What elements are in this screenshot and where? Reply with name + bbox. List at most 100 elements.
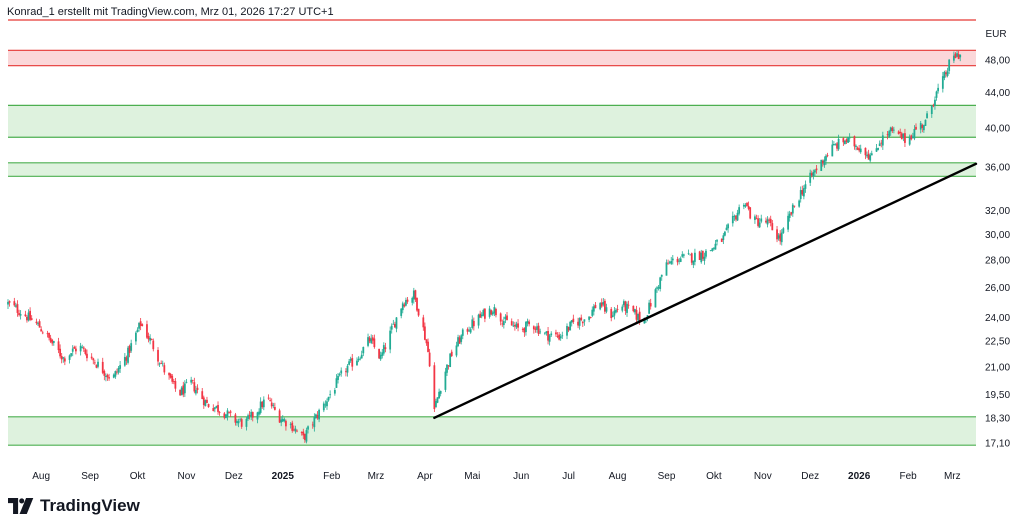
- candle: [368, 336, 371, 344]
- candle-body: [539, 331, 542, 333]
- candle: [444, 367, 447, 393]
- candle-body: [700, 252, 703, 263]
- y-tick-label: 26,00: [985, 283, 1010, 294]
- candle-body: [532, 326, 535, 330]
- tradingview-logo[interactable]: TradingView: [8, 496, 140, 516]
- candle: [101, 357, 104, 375]
- candle-body: [815, 168, 818, 171]
- candle-body: [136, 329, 139, 333]
- candle-body: [910, 135, 913, 140]
- candle-body: [414, 290, 417, 300]
- candle: [403, 302, 406, 308]
- candle-body: [831, 144, 834, 157]
- candle-body: [466, 329, 469, 332]
- candle-body: [477, 314, 480, 326]
- candle-body: [393, 323, 396, 328]
- candle: [307, 425, 309, 434]
- candle: [92, 357, 95, 365]
- candle: [515, 321, 518, 329]
- candle: [217, 401, 219, 415]
- candle-body: [436, 397, 439, 403]
- candle-body: [379, 354, 382, 360]
- candle-body: [483, 308, 486, 319]
- candle: [747, 201, 750, 211]
- candle: [536, 323, 538, 333]
- candle: [954, 52, 957, 59]
- candle: [545, 331, 548, 336]
- candle: [371, 334, 374, 345]
- candle: [624, 300, 627, 315]
- candle: [930, 105, 933, 118]
- candle: [869, 152, 872, 163]
- candle-body: [665, 262, 668, 276]
- candle-body: [490, 310, 493, 315]
- candle-body: [13, 301, 16, 306]
- candle-body: [251, 412, 254, 418]
- candle-body: [875, 148, 878, 152]
- candle: [180, 386, 183, 396]
- candle: [934, 96, 936, 110]
- candle-body: [229, 411, 232, 413]
- candle-body: [682, 254, 685, 256]
- candle-body: [782, 228, 785, 233]
- candle-body: [671, 258, 674, 261]
- candle-body: [904, 133, 906, 143]
- candle: [746, 202, 748, 207]
- candle-body: [886, 134, 889, 136]
- candle: [727, 223, 729, 233]
- candle: [423, 322, 426, 341]
- candle: [19, 310, 22, 320]
- candle: [41, 330, 44, 335]
- candle: [793, 205, 796, 208]
- candle-body: [270, 402, 273, 407]
- candle-body: [937, 87, 940, 92]
- candle: [635, 305, 638, 323]
- candle: [844, 140, 846, 145]
- candle-body: [766, 219, 769, 225]
- candle: [212, 404, 215, 412]
- zone-1: [8, 105, 976, 138]
- candle-body: [945, 72, 947, 75]
- candle: [888, 129, 891, 139]
- zone-0: [8, 50, 976, 66]
- candle: [251, 411, 254, 422]
- candle: [768, 217, 771, 224]
- y-tick-label: 30,00: [985, 230, 1010, 241]
- candle-body: [842, 138, 845, 143]
- candle: [689, 254, 692, 256]
- candle-body: [450, 351, 453, 357]
- candle-body: [555, 332, 557, 335]
- candle-body: [512, 325, 515, 327]
- candle-body: [438, 391, 440, 399]
- candle: [834, 143, 837, 146]
- candle-body: [859, 148, 862, 153]
- candle-body: [495, 308, 497, 316]
- candle: [556, 332, 559, 339]
- candle-body: [307, 426, 309, 430]
- candle-body: [313, 417, 316, 428]
- candle-body: [613, 310, 616, 316]
- candle-body: [604, 300, 606, 312]
- candle-body: [247, 415, 249, 419]
- candle-body: [809, 172, 812, 183]
- candle-body: [439, 390, 442, 394]
- candle: [141, 323, 144, 327]
- candle: [213, 407, 216, 413]
- candle: [959, 54, 962, 62]
- candle: [272, 402, 275, 409]
- candle: [438, 388, 440, 399]
- candle-body: [392, 323, 395, 325]
- candle-body: [747, 205, 750, 209]
- candle-body: [892, 129, 895, 131]
- candle-body: [626, 303, 628, 313]
- zone-3: [8, 416, 976, 446]
- candle-body: [30, 318, 33, 320]
- candle-body: [517, 323, 519, 328]
- candle-body: [610, 308, 613, 319]
- candle: [90, 353, 93, 360]
- candle-body: [71, 348, 74, 352]
- zone-layer: [8, 19, 976, 446]
- candle: [648, 299, 651, 314]
- x-tick-label: Aug: [609, 471, 627, 482]
